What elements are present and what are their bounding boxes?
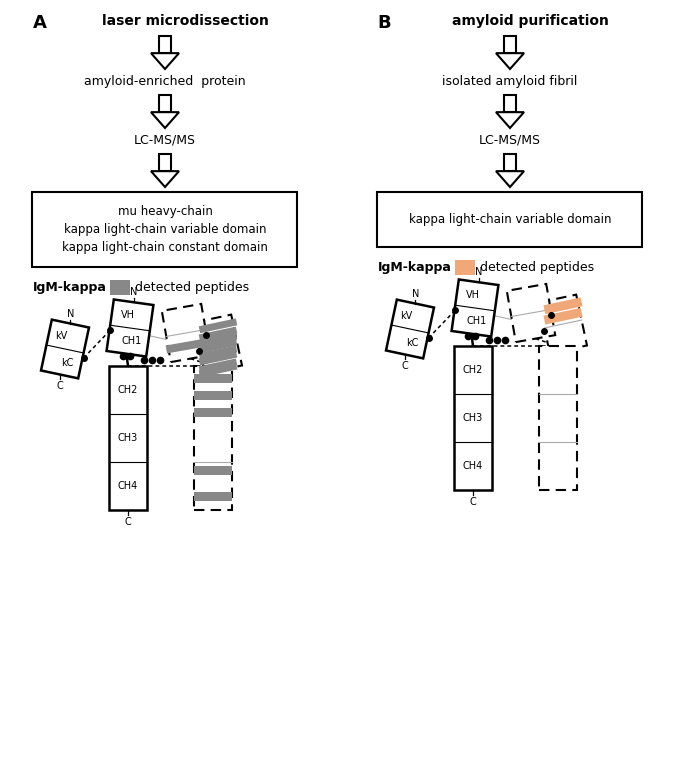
Bar	[32, 192, 297, 267]
Bar	[504, 154, 516, 171]
Text: CH2: CH2	[118, 385, 138, 395]
Text: CH2: CH2	[463, 365, 483, 375]
Text: CH1: CH1	[466, 316, 487, 326]
Text: isolated amyloid fibril: isolated amyloid fibril	[443, 75, 577, 88]
Polygon shape	[543, 298, 582, 315]
Polygon shape	[199, 358, 237, 373]
Text: mu heavy-chain
kappa light-chain variable domain
kappa light-chain constant doma: mu heavy-chain kappa light-chain variabl…	[62, 205, 268, 254]
Text: IgM-kappa: IgM-kappa	[32, 281, 106, 294]
Polygon shape	[199, 332, 237, 348]
Bar	[110, 280, 131, 295]
Text: LC-MS/MS: LC-MS/MS	[479, 134, 541, 147]
Text: kC: kC	[406, 338, 419, 348]
Bar	[159, 154, 171, 171]
Polygon shape	[41, 320, 89, 378]
Text: C: C	[56, 381, 63, 391]
Text: C: C	[470, 497, 476, 507]
Bar	[194, 408, 232, 417]
Text: N: N	[66, 308, 74, 318]
Bar	[504, 36, 516, 53]
Polygon shape	[543, 308, 582, 325]
Bar	[194, 466, 232, 474]
Text: A: A	[32, 14, 47, 32]
Polygon shape	[151, 53, 179, 69]
Text: kV: kV	[55, 331, 67, 341]
Text: VH: VH	[466, 290, 480, 300]
Bar	[109, 366, 147, 510]
Text: kV: kV	[400, 311, 412, 321]
Text: detected peptides: detected peptides	[480, 261, 595, 274]
Polygon shape	[386, 300, 434, 358]
Text: N: N	[130, 288, 137, 298]
Polygon shape	[496, 171, 524, 187]
Text: CH3: CH3	[118, 433, 138, 443]
Polygon shape	[199, 351, 237, 365]
Text: LC-MS/MS: LC-MS/MS	[134, 134, 196, 147]
Text: kappa light-chain variable domain: kappa light-chain variable domain	[409, 213, 611, 226]
Polygon shape	[151, 171, 179, 187]
Text: amyloid purification: amyloid purification	[451, 14, 608, 28]
Text: CH3: CH3	[463, 413, 483, 423]
Text: CH4: CH4	[118, 481, 138, 491]
Text: CH1: CH1	[122, 336, 142, 346]
Polygon shape	[199, 318, 237, 333]
Text: detected peptides: detected peptides	[136, 281, 249, 294]
Polygon shape	[496, 53, 524, 69]
Bar	[539, 346, 577, 490]
Polygon shape	[199, 363, 237, 378]
Text: C: C	[401, 361, 408, 371]
Text: B: B	[377, 14, 391, 32]
Text: CH4: CH4	[463, 461, 483, 471]
Polygon shape	[199, 338, 237, 354]
Text: C: C	[125, 517, 132, 527]
Bar	[504, 95, 516, 112]
Bar	[159, 95, 171, 112]
Text: N: N	[475, 268, 482, 278]
Polygon shape	[451, 279, 499, 337]
Bar	[194, 491, 232, 501]
Text: IgM-kappa: IgM-kappa	[377, 261, 451, 274]
Bar	[159, 36, 171, 53]
Polygon shape	[151, 112, 179, 128]
Polygon shape	[496, 112, 524, 128]
Polygon shape	[166, 338, 206, 354]
Text: amyloid-enriched  protein: amyloid-enriched protein	[84, 75, 246, 88]
Text: VH: VH	[121, 310, 135, 320]
Bar	[194, 391, 232, 400]
Bar	[456, 260, 475, 275]
Text: laser microdissection: laser microdissection	[101, 14, 269, 28]
Polygon shape	[507, 284, 556, 342]
Bar	[194, 366, 232, 510]
Bar	[194, 374, 232, 382]
Bar	[454, 346, 492, 490]
Bar	[377, 192, 643, 247]
Polygon shape	[199, 327, 237, 341]
Polygon shape	[199, 345, 237, 360]
Polygon shape	[107, 299, 153, 357]
Polygon shape	[162, 304, 210, 362]
Text: kC: kC	[62, 358, 74, 368]
Polygon shape	[539, 295, 587, 354]
Polygon shape	[194, 315, 242, 374]
Text: N: N	[412, 288, 419, 298]
